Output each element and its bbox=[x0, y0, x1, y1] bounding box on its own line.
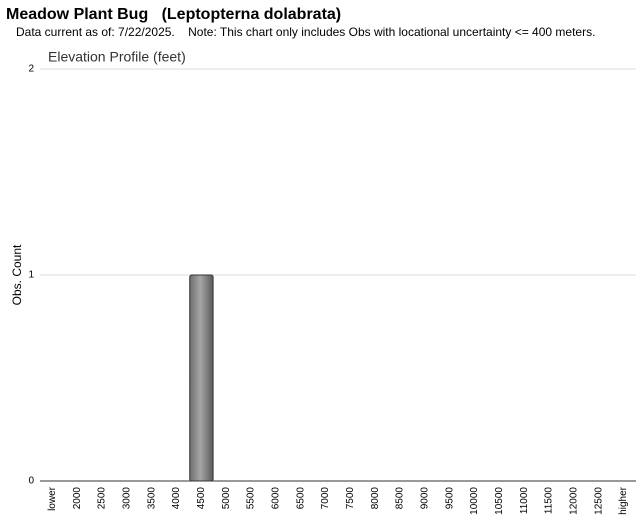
x-tick-label: 10000 bbox=[469, 487, 480, 515]
y-tick-label: 2 bbox=[28, 64, 34, 75]
x-tick-label: 10500 bbox=[494, 487, 505, 515]
x-tick-label: 9500 bbox=[444, 487, 455, 510]
y-axis-label: Obs. Count bbox=[10, 244, 24, 305]
x-tick-label: 7500 bbox=[345, 487, 356, 510]
x-tick-label: 9000 bbox=[420, 487, 431, 510]
y-tick-label: 0 bbox=[28, 476, 34, 487]
y-tick-label: 1 bbox=[28, 270, 34, 281]
plot-title: Elevation Profile (feet) bbox=[48, 49, 186, 65]
chart-subtitle: Data current as of: 7/22/2025. Note: Thi… bbox=[16, 25, 595, 39]
x-tick-label: 2000 bbox=[72, 487, 83, 510]
bar bbox=[189, 274, 214, 482]
x-tick-label: 11000 bbox=[519, 487, 530, 515]
x-tick-label: 5000 bbox=[221, 487, 232, 510]
x-tick-label: 12000 bbox=[569, 487, 580, 515]
x-tick-label: 6500 bbox=[295, 487, 306, 510]
x-tick-label: 4500 bbox=[196, 487, 207, 510]
x-tick-label: higher bbox=[618, 486, 629, 514]
x-tick-label: 11500 bbox=[544, 487, 555, 515]
chart-title: Meadow Plant Bug (Leptopterna dolabrata) bbox=[6, 6, 341, 23]
x-tick-label: 3500 bbox=[146, 487, 157, 510]
x-tick-label: lower bbox=[47, 486, 58, 511]
x-tick-label: 5500 bbox=[246, 487, 257, 510]
x-tick-label: 12500 bbox=[593, 487, 604, 515]
x-tick-label: 8500 bbox=[395, 487, 406, 510]
x-tick-label: 7000 bbox=[320, 487, 331, 510]
x-tick-label: 3000 bbox=[122, 487, 133, 510]
x-tick-label: 6000 bbox=[271, 487, 282, 510]
x-tick-label: 2500 bbox=[97, 487, 108, 510]
x-tick-label: 8000 bbox=[370, 487, 381, 510]
x-tick-label: 4000 bbox=[171, 487, 182, 510]
